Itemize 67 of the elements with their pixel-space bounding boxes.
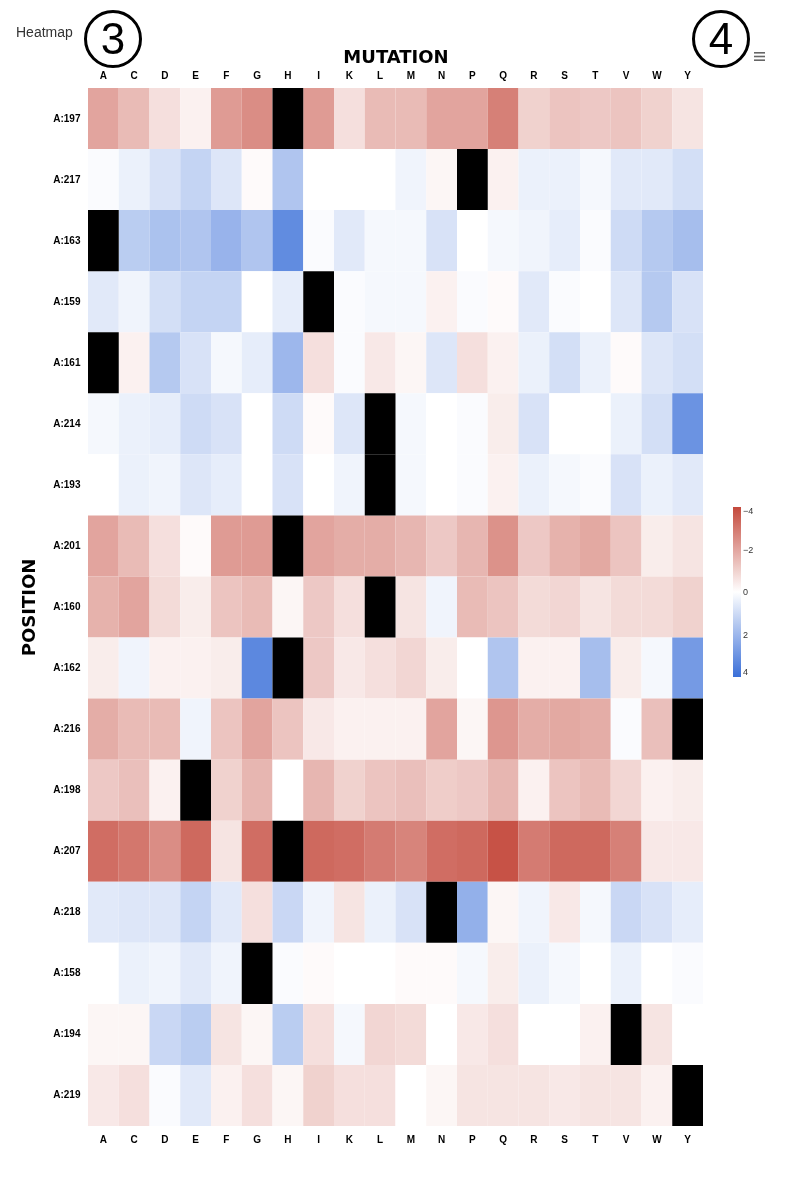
category-label: L	[377, 1133, 384, 1145]
y-tick-label: A:197	[53, 112, 81, 124]
x-tick-label: C	[130, 69, 138, 81]
y-tick-label: A:216	[53, 723, 81, 735]
category-label: H	[284, 1133, 292, 1145]
color-bar-label: 2	[743, 629, 749, 640]
category-label: F	[223, 1133, 230, 1145]
y-tick-label: A:217	[53, 173, 81, 185]
x-tick-label: D	[161, 69, 169, 81]
category-label: P	[469, 1133, 476, 1145]
chart-title: Heatmap	[16, 24, 74, 40]
y-tick-label: A:207	[53, 845, 81, 857]
x-tick-label: F	[223, 69, 230, 81]
y-tick-label: A:214	[53, 417, 81, 429]
category-label: C	[130, 1133, 138, 1145]
x-tick-label: L	[377, 69, 384, 81]
x-tick-label: V	[622, 69, 630, 81]
x-tick-label: W	[652, 69, 663, 81]
category-label: I	[317, 1133, 321, 1145]
category-label: G	[253, 1133, 262, 1145]
x-tick-label: Q	[499, 69, 508, 81]
category-label: Q	[499, 1133, 508, 1145]
color-bar-label: 4	[743, 667, 749, 677]
x-tick-label: G	[253, 69, 262, 81]
y-tick-label: A:193	[53, 478, 81, 490]
y-tick-label: A:201	[53, 539, 81, 551]
text: 3	[84, 10, 142, 68]
category-label: E	[192, 1133, 199, 1145]
y-tick-label: A:160	[53, 601, 81, 612]
category-label: Y	[684, 1133, 691, 1145]
category-label: D	[161, 1133, 169, 1145]
color-bar-label: 0	[743, 587, 749, 597]
y-tick-label: A:161	[53, 356, 81, 368]
x-tick-label: R	[530, 69, 539, 81]
category-label: S	[561, 1133, 568, 1145]
x-tick-label: S	[561, 69, 569, 81]
y-tick-label: A:158	[53, 967, 81, 979]
x-axis-title: MUTATION	[343, 45, 449, 67]
x-tick-label: N	[438, 69, 446, 81]
x-tick-label: K	[345, 69, 354, 81]
color-bar-label: −4	[743, 506, 754, 516]
x-tick-label: Y	[684, 69, 692, 81]
category-label: K	[345, 1133, 353, 1145]
y-tick-label: A:219	[53, 1089, 81, 1101]
category-label: T	[592, 1133, 599, 1145]
x-tick-label: I	[317, 69, 321, 81]
category-label: N	[438, 1133, 446, 1145]
y-tick-label: A:159	[53, 295, 81, 307]
category-label: M	[406, 1133, 416, 1145]
y-tick-label: A:162	[53, 662, 81, 674]
x-tick-label: M	[406, 69, 416, 81]
category-label: A	[99, 1133, 107, 1145]
x-tick-label: T	[592, 69, 599, 81]
y-tick-label: A:218	[53, 906, 81, 918]
x-tick-label: A	[99, 69, 107, 81]
category-label: W	[652, 1133, 662, 1145]
y-tick-label: A:198	[53, 784, 81, 796]
x-tick-label: P	[469, 69, 477, 81]
x-tick-label: H	[284, 69, 292, 81]
text: 4	[692, 10, 750, 68]
y-axis-title: POSITION	[18, 558, 40, 657]
category-label: V	[622, 1133, 630, 1145]
y-tick-label: A:194	[53, 1028, 81, 1040]
color-bar-label: −2	[743, 544, 754, 555]
x-tick-label: E	[192, 69, 200, 81]
category-label: R	[530, 1133, 538, 1145]
y-tick-label: A:163	[53, 234, 81, 246]
